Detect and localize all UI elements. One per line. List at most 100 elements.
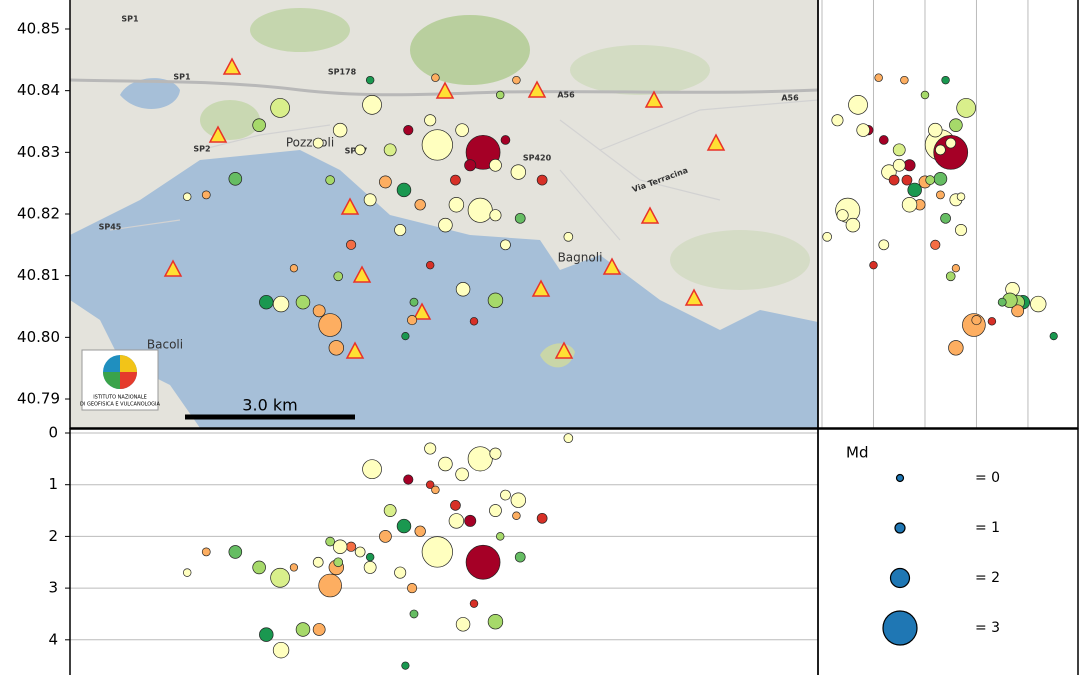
station [531, 279, 551, 297]
event [448, 513, 465, 529]
legend-marker [882, 610, 918, 646]
event [346, 541, 357, 552]
event [933, 134, 969, 170]
legend-marker [889, 567, 911, 589]
event [949, 118, 963, 132]
event [500, 239, 511, 251]
event [365, 75, 375, 85]
event [346, 239, 357, 250]
station [208, 125, 228, 143]
station [222, 57, 242, 75]
event [489, 447, 502, 460]
depth-tick-label: 2 [48, 527, 58, 545]
bottom-events [182, 433, 574, 670]
event [312, 304, 326, 318]
event [270, 567, 290, 588]
event [424, 442, 437, 455]
event [401, 332, 410, 341]
event [936, 190, 945, 200]
road-label: SP178 [328, 68, 357, 77]
event [325, 175, 335, 185]
event [469, 599, 479, 608]
event [928, 122, 943, 138]
event [421, 129, 453, 161]
event [354, 546, 366, 558]
event [945, 271, 956, 282]
event [874, 73, 883, 82]
depth-tick-label: 1 [48, 475, 58, 493]
logo: ISTITUTO NAZIONALE DI GEOFISICA E VULCAN… [80, 349, 161, 411]
event [394, 566, 407, 579]
right-events [822, 73, 1058, 356]
event [500, 135, 511, 145]
event [379, 175, 392, 189]
event [536, 512, 548, 524]
event [438, 456, 453, 472]
station [640, 206, 660, 224]
event [455, 282, 471, 297]
place-label: Bagnoli [558, 251, 603, 265]
event [907, 182, 922, 198]
event [878, 239, 890, 251]
event [956, 98, 977, 118]
event [514, 212, 526, 224]
event [318, 313, 342, 337]
event [925, 175, 935, 185]
event [365, 552, 375, 562]
map-events [182, 73, 574, 356]
event [455, 617, 471, 632]
y-tick-label: 40.84 [17, 81, 60, 99]
event [822, 232, 832, 242]
event [869, 260, 878, 270]
event [201, 547, 211, 557]
event [333, 557, 344, 568]
legend-label: = 0 [975, 470, 1000, 486]
frames [69, 0, 1079, 679]
y-tick-label: 40.82 [17, 205, 60, 223]
event [363, 561, 377, 574]
event [379, 530, 392, 543]
event [920, 90, 930, 100]
depth-tick-label: 0 [48, 424, 58, 442]
event [403, 125, 414, 136]
event [469, 317, 479, 326]
event [948, 340, 964, 356]
event [489, 209, 502, 222]
axes: 40.79 40.80 40.81 40.82 40.83 40.84 40.85 0 1 2 3 4 [17, 19, 70, 648]
stations [163, 57, 726, 359]
event [394, 224, 407, 237]
event [495, 532, 505, 541]
event [489, 504, 502, 517]
event [228, 172, 243, 186]
event [424, 114, 437, 127]
event [500, 489, 511, 501]
road-label: A56 [781, 94, 799, 103]
event [455, 467, 469, 482]
event [312, 137, 324, 149]
y-tick-label: 40.85 [17, 19, 60, 37]
event [467, 197, 493, 223]
event [228, 545, 243, 559]
legend-label: = 3 [975, 620, 1000, 636]
event [901, 174, 913, 186]
event [289, 264, 299, 273]
station [352, 265, 372, 283]
event [312, 623, 326, 636]
event [495, 90, 505, 100]
event [536, 174, 548, 186]
event [514, 551, 526, 563]
place-label: Pozzuoli [286, 136, 334, 150]
event [425, 480, 435, 489]
event [848, 94, 868, 115]
event [421, 536, 453, 568]
event [987, 317, 997, 326]
event [512, 511, 521, 520]
event [252, 118, 266, 132]
logo-text: ISTITUTO NAZIONALE [93, 395, 147, 401]
event [414, 199, 426, 211]
event [332, 539, 348, 554]
event [941, 75, 950, 85]
legend-marker [894, 522, 906, 534]
event [332, 122, 348, 138]
